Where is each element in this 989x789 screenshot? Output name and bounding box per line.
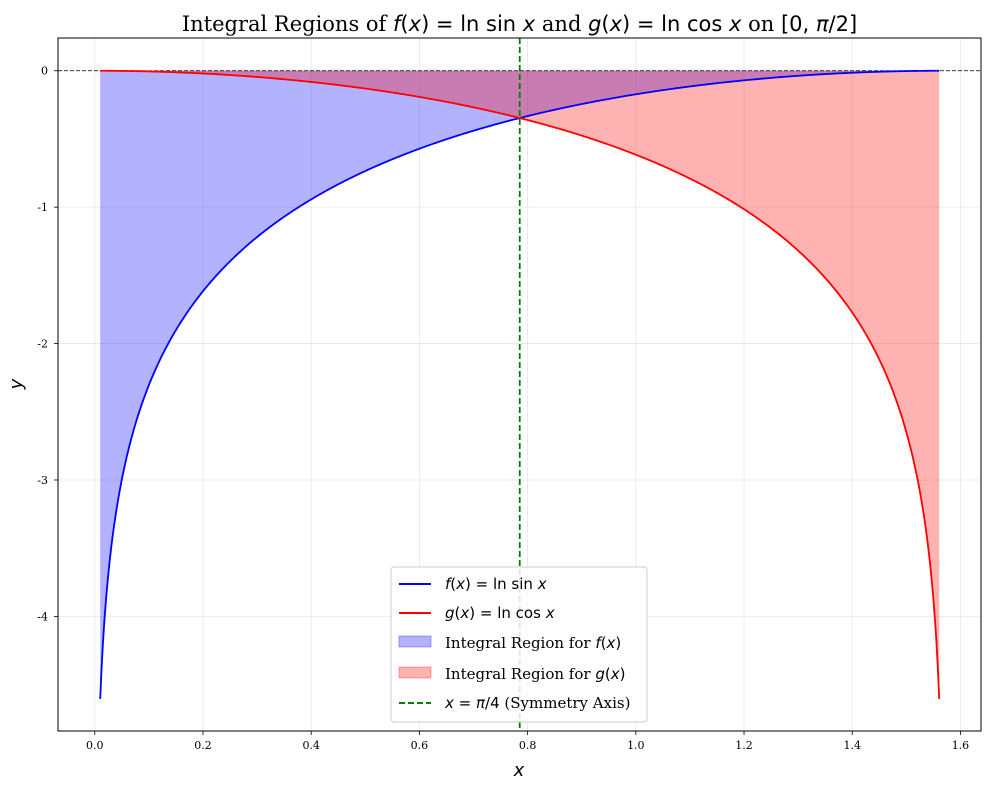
y-tick-label: -2 [37,338,48,351]
x-tick-label: 1.2 [735,739,753,752]
integral-regions [100,70,940,700]
x-tick-label: 1.6 [952,739,970,752]
x-tick-label: 1.0 [627,739,645,752]
x-tick-label: 0.6 [411,739,429,752]
legend-label-f: f(x) = ln sin x [445,575,547,593]
x-tick-label: 0.2 [194,739,212,752]
x-axis-label: x [513,760,525,781]
legend-swatch-f-region [398,635,432,648]
series [99,69,941,700]
legend-swatch-g-region [398,666,432,679]
y-tick-label: -1 [37,201,48,214]
y-tick-label: 0 [41,65,48,78]
x-tick-label: 0.8 [519,739,537,752]
y-tick-label: -4 [37,610,48,623]
x-tick-label: 0.0 [86,739,104,752]
legend-label-g: g(x) = ln cos x [445,604,555,622]
integral-region-f [100,70,940,699]
integral-region-g [100,70,940,700]
legend-label-f-region: Integral Region for f(x) [445,634,621,652]
x-tick-label: 1.4 [843,739,861,752]
chart-title: Integral Regions of f(x) = ln sin x and … [182,12,857,36]
plot-frame [57,37,982,732]
legend-frame [390,566,648,723]
y-axis-label: y [6,378,27,390]
y-tick-label: -3 [37,474,48,487]
ticks: 0.0 0.2 0.4 0.6 0.8 1.0 1.2 1.4 1.6 0 -1 -2 -3 -4 [37,65,969,752]
legend-label-symmetry: x = π/4 (Symmetry Axis) [444,694,630,712]
series-line-g [100,69,941,700]
x-tick-label: 0.4 [302,739,320,752]
legend: f(x) = ln sin x g(x) = ln cos x Integral… [390,566,648,723]
legend-label-g-region: Integral Region for g(x) [445,665,625,683]
